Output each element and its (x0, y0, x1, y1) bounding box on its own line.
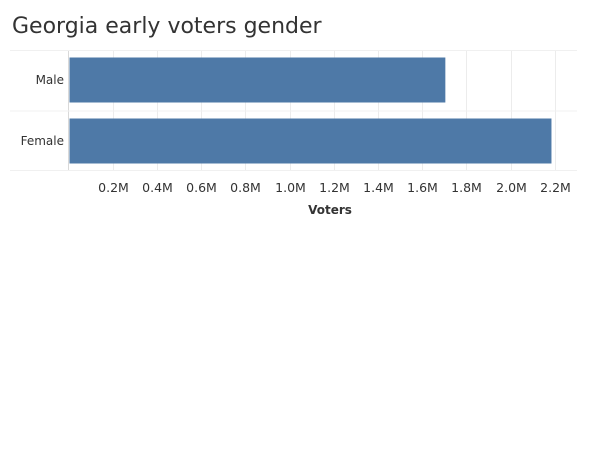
x-tick-label: 1.4M (363, 180, 394, 195)
x-tick-label: 1.2M (319, 180, 350, 195)
bar-male (69, 57, 446, 103)
category-labels: Male Female (21, 73, 64, 148)
chart-title: Georgia early voters gender (12, 14, 322, 39)
x-tick-label: 1.0M (275, 180, 306, 195)
category-label-female: Female (21, 134, 64, 148)
x-tick-label: 0.4M (142, 180, 173, 195)
x-tick-label: 0.8M (230, 180, 261, 195)
x-tick-label: 1.8M (451, 180, 482, 195)
x-axis-title: Voters (308, 203, 352, 217)
x-tick-label: 2.0M (496, 180, 527, 195)
x-tick-label: 1.6M (407, 180, 438, 195)
x-tick-label: 2.2M (540, 180, 571, 195)
x-tick-label: 0.6M (186, 180, 217, 195)
x-tick-labels: 0.2M 0.4M 0.6M 0.8M 1.0M 1.2M 1.4M 1.6M 1.8M 2.0M… (98, 180, 571, 195)
category-label-male: Male (36, 73, 64, 87)
x-tick-label: 0.2M (98, 180, 129, 195)
bar-female (69, 118, 552, 164)
bars (69, 57, 552, 164)
